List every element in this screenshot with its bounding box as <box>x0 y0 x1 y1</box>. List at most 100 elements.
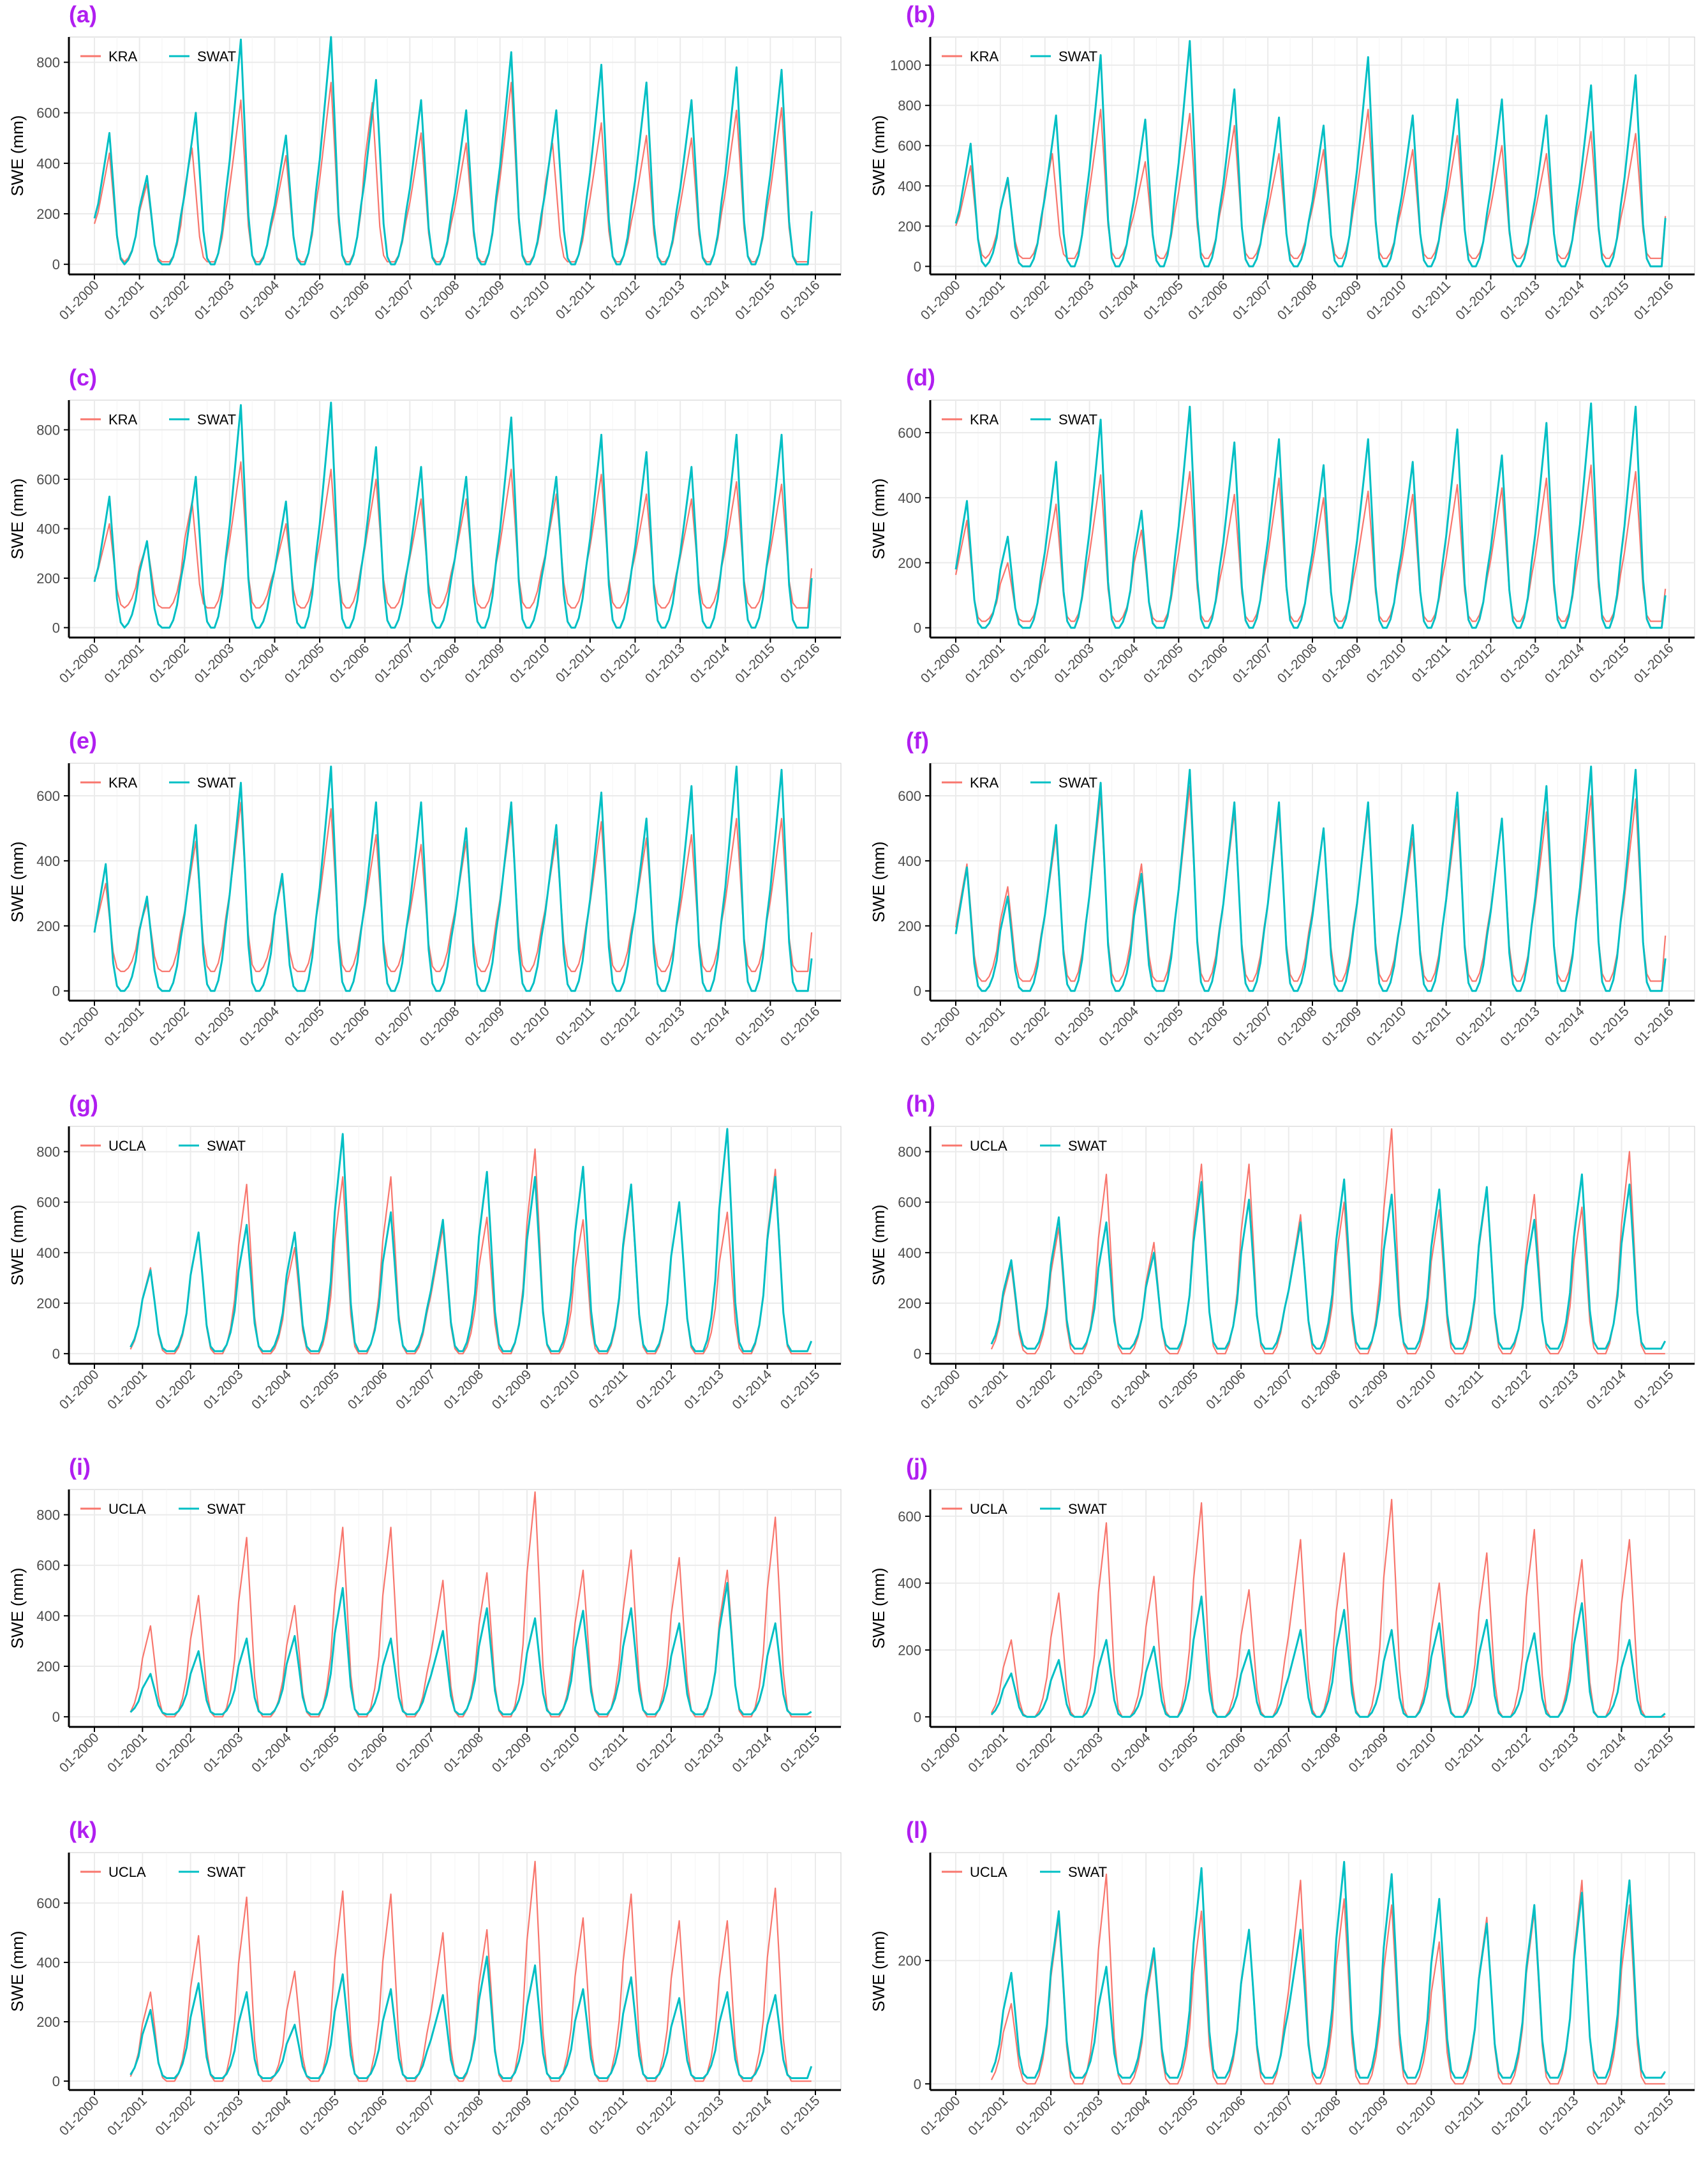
x-tick-label: 01-2000 <box>918 641 963 686</box>
x-tick-label: 01-2008 <box>441 1367 486 1412</box>
x-tick-label: 01-2007 <box>1251 1367 1296 1412</box>
y-tick-label: 600 <box>36 1895 60 1911</box>
legend-label-kra: KRA <box>970 49 999 64</box>
x-tick-label: 01-2013 <box>642 1004 688 1049</box>
legend-label-swat: SWAT <box>207 1138 246 1154</box>
y-tick-label: 600 <box>36 1195 60 1211</box>
x-tick-label: 01-2004 <box>1096 1004 1141 1049</box>
x-tick-label: 01-2001 <box>105 1367 150 1412</box>
x-tick-label: 01-2005 <box>282 278 327 323</box>
x-tick-label: 01-2001 <box>965 2093 1011 2139</box>
x-tick-label: 01-2003 <box>201 1367 246 1412</box>
y-tick-label: 0 <box>52 2073 60 2089</box>
y-axis-label: SWE (mm) <box>869 1204 888 1285</box>
panel-letter: (k) <box>69 1817 97 1843</box>
x-tick-label: 01-2005 <box>297 1730 342 1775</box>
x-tick-label: 01-2009 <box>1319 278 1365 323</box>
x-tick-label: 01-2009 <box>489 2093 535 2139</box>
x-tick-label: 01-2007 <box>393 1730 438 1775</box>
y-axis-label: SWE (mm) <box>869 841 888 922</box>
x-tick-label: 01-2014 <box>729 1730 775 1775</box>
x-tick-label: 01-2008 <box>441 1730 486 1775</box>
x-tick-label: 01-2013 <box>1497 1004 1543 1049</box>
x-tick-label: 01-2012 <box>597 1004 642 1049</box>
chart-panel-j: (j) 0 200 400 600 SWE (mm) 01-2000 01-2001 01-20… <box>854 1452 1707 1816</box>
x-tick-label: 01-2000 <box>57 1367 102 1412</box>
y-axis-label: SWE (mm) <box>869 478 888 559</box>
y-tick-label: 400 <box>36 853 60 869</box>
legend-label-swat: SWAT <box>197 412 236 428</box>
legend-label-ucla: UCLA <box>108 1138 146 1154</box>
legend-label-kra: KRA <box>970 412 999 428</box>
x-tick-label: 01-2009 <box>462 278 507 323</box>
x-tick-label: 01-2009 <box>1346 1730 1392 1775</box>
series-line-swat <box>93 765 813 992</box>
x-tick-label: 01-2002 <box>1007 1004 1053 1049</box>
x-tick-label: 01-2002 <box>1013 1730 1058 1775</box>
legend-label-swat: SWAT <box>207 1501 246 1517</box>
x-tick-label: 01-2004 <box>237 641 282 686</box>
y-tick-label: 0 <box>914 1346 921 1362</box>
x-tick-label: 01-2009 <box>462 641 507 686</box>
x-tick-label: 01-2003 <box>201 1730 246 1775</box>
x-tick-label: 01-2006 <box>327 641 373 686</box>
y-tick-label: 800 <box>898 1144 921 1160</box>
chart-panel-k: (k) 0 200 400 600 SWE (mm) 01-2000 01-2001 01-20… <box>0 1816 854 2179</box>
y-tick-label: 600 <box>898 1195 921 1211</box>
x-tick-label: 01-2005 <box>1155 2093 1201 2139</box>
y-tick-label: 600 <box>36 788 60 804</box>
series-line-swat <box>93 36 813 265</box>
x-tick-label: 01-2003 <box>1051 278 1097 323</box>
x-tick-label: 01-2004 <box>249 1367 294 1412</box>
x-tick-label: 01-2001 <box>101 641 147 686</box>
legend-label-swat: SWAT <box>1058 49 1097 64</box>
legend-label-kra: KRA <box>108 49 138 64</box>
x-tick-label: 01-2009 <box>1319 641 1365 686</box>
x-tick-label: 01-2009 <box>489 1367 535 1412</box>
chart-panel-e: (e) 0 200 400 600 SWE (mm) 01-2000 01-2001 01-20… <box>0 726 854 1089</box>
y-tick-label: 400 <box>898 1245 921 1261</box>
y-tick-label: 600 <box>36 105 60 121</box>
x-tick-label: 01-2000 <box>57 641 102 686</box>
x-tick-label: 01-2008 <box>1275 641 1320 686</box>
x-tick-label: 01-2015 <box>1631 1367 1677 1412</box>
x-tick-label: 01-2000 <box>918 278 963 323</box>
series-line-swat <box>130 1955 813 2079</box>
chart-panel-g: (g) 0 200 400 600 800 SWE (mm) 01-2000 01-2001 01… <box>0 1089 854 1452</box>
y-tick-label: 600 <box>898 425 921 441</box>
y-tick-label: 400 <box>36 156 60 172</box>
legend-label-swat: SWAT <box>197 49 236 64</box>
legend-label-swat: SWAT <box>1068 1864 1107 1880</box>
x-tick-label: 01-2006 <box>1185 278 1231 323</box>
x-tick-label: 01-2009 <box>489 1730 535 1775</box>
x-tick-label: 01-2006 <box>1203 2093 1249 2139</box>
x-tick-label: 01-2014 <box>1542 641 1587 686</box>
x-tick-label: 01-2011 <box>1442 1730 1487 1775</box>
x-tick-label: 01-2007 <box>1251 1730 1296 1775</box>
panel-letter: (e) <box>69 728 97 754</box>
x-tick-label: 01-2010 <box>1364 278 1409 323</box>
x-tick-label: 01-2012 <box>1489 1367 1534 1412</box>
panel-letter: (j) <box>906 1454 928 1480</box>
legend-label-ucla: UCLA <box>108 1864 146 1880</box>
x-tick-label: 01-2008 <box>441 2093 486 2139</box>
x-tick-label: 01-2013 <box>1536 1367 1582 1412</box>
x-tick-label: 01-2015 <box>1587 641 1632 686</box>
x-tick-label: 01-2009 <box>1346 2093 1392 2139</box>
legend-label-swat: SWAT <box>207 1864 246 1880</box>
x-tick-label: 01-2000 <box>57 1004 102 1049</box>
x-tick-label: 01-2011 <box>586 1367 631 1412</box>
y-tick-label: 0 <box>914 2076 921 2092</box>
x-tick-label: 01-2012 <box>1453 641 1498 686</box>
x-tick-label: 01-2010 <box>1393 1730 1439 1775</box>
x-tick-label: 01-2010 <box>507 641 553 686</box>
chart-panel-f: (f) 0 200 400 600 SWE (mm) 01-2000 01-2001 01-20… <box>854 726 1707 1089</box>
x-tick-label: 01-2003 <box>1060 1730 1106 1775</box>
x-tick-label: 01-2002 <box>147 1004 192 1049</box>
